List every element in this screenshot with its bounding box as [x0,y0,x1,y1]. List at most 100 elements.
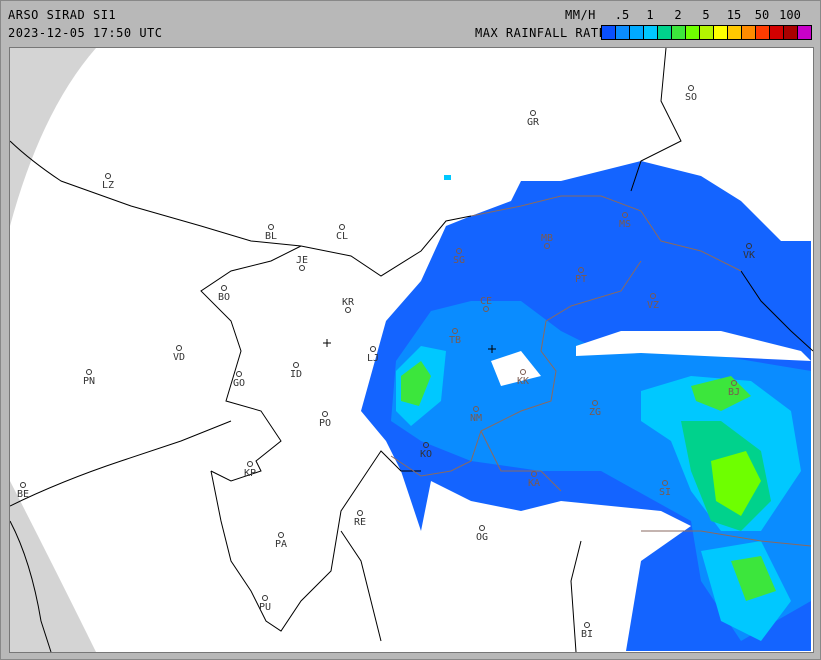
legend-swatch [672,26,686,39]
city-marker-icon [105,173,111,179]
city-marker-icon [688,85,694,91]
city-cl: CL [336,224,348,242]
city-label: MB [541,233,553,244]
city-ko: KO [420,442,432,460]
legend-tick: 2 [674,8,682,22]
city-label: ZG [589,407,601,418]
city-pn: PN [83,369,95,387]
city-po: PO [319,411,331,429]
city-label: BO [218,292,230,303]
city-label: SO [685,92,697,103]
city-markers: SO GR LZ BL CL JE BO KR VD LJ PN GO ID PO KP BE RE OG PA PU… [17,85,755,640]
city-label: ID [290,369,302,380]
radar-map[interactable]: SO GR LZ BL CL JE BO KR VD LJ PN GO ID PO KP BE RE OG PA PU… [9,47,814,653]
city-label: KR [342,297,355,308]
city-label: NM [470,413,482,424]
city-marker-icon [662,480,668,486]
city-label: LJ [367,353,379,364]
city-so: SO [685,85,697,103]
city-bl: BL [265,224,277,242]
city-label: CL [336,231,348,242]
city-marker-icon [20,482,26,488]
city-marker-icon [221,285,227,291]
city-marker-icon [86,369,92,375]
borders [10,48,813,652]
city-marker-icon [339,224,345,230]
city-marker-icon [578,267,584,273]
legend-swatch [644,26,658,39]
city-label: SG [453,255,465,266]
city-mb: MB [541,233,553,249]
city-label: OG [476,532,488,543]
city-marker-icon [746,243,752,249]
city-marker-icon [584,622,590,628]
city-vd: VD [173,345,185,363]
city-marker-icon [345,307,351,313]
city-label: BE [17,489,29,500]
city-label: VZ [647,300,659,311]
color-legend [601,25,812,40]
city-label: GO [233,378,245,389]
city-be: BE [17,482,29,500]
city-re: RE [354,510,366,528]
city-marker-icon [520,369,526,375]
city-label: GR [527,117,540,128]
city-marker-icon [262,595,268,601]
city-label: PO [319,418,331,429]
city-marker-icon [247,461,253,467]
city-tb: TB [449,328,461,346]
city-ms: MS [619,212,631,230]
city-label: SI [659,487,671,498]
city-marker-icon [531,471,537,477]
city-bj: BJ [728,380,740,398]
city-si: SI [659,480,671,498]
no-coverage-area [10,481,96,652]
city-marker-icon [299,265,305,271]
city-kp: KP [244,461,256,479]
city-og: OG [476,525,488,543]
city-label: LZ [102,180,114,191]
legend-swatch [630,26,644,39]
city-je: JE [296,255,308,271]
city-label: JE [296,255,308,266]
city-sg: SG [453,248,465,266]
city-label: PA [275,539,287,550]
city-marker-icon [452,328,458,334]
city-label: KO [420,449,432,460]
city-label: KP [244,468,256,479]
product-title: ARSO SIRAD SI1 [8,8,117,22]
legend-swatch [714,26,728,39]
city-lz: LZ [102,173,114,191]
legend-ticks: .5 1 2 5 15 50 100 [610,8,815,22]
legend-swatch [756,26,770,39]
city-nm: NM [470,406,482,424]
city-go: GO [233,371,245,389]
city-label: BI [581,629,593,640]
city-vk: VK [743,243,755,261]
city-bo: BO [218,285,230,303]
city-marker-icon [473,406,479,412]
internal-borders [390,195,812,547]
city-label: TB [449,335,461,346]
city-marker-icon [650,293,656,299]
city-marker-icon [456,248,462,254]
city-label: MS [619,219,631,230]
city-pt: PT [575,267,587,285]
legend-swatch [602,26,616,39]
legend-swatch [658,26,672,39]
city-zg: ZG [589,400,601,418]
city-marker-icon [622,212,628,218]
city-marker-icon [268,224,274,230]
legend-tick: 5 [702,8,710,22]
legend-tick: 100 [779,8,801,22]
city-kr: KR [342,297,355,313]
radar-site-markers [323,339,496,353]
city-marker-icon [731,380,737,386]
timestamp: 2023-12-05 17:50 UTC [8,26,163,40]
city-marker-icon [293,362,299,368]
city-label: KA [528,478,540,489]
legend-tick: 15 [726,8,742,22]
city-label: PU [259,602,271,613]
city-marker-icon [423,442,429,448]
city-marker-icon [530,110,536,116]
